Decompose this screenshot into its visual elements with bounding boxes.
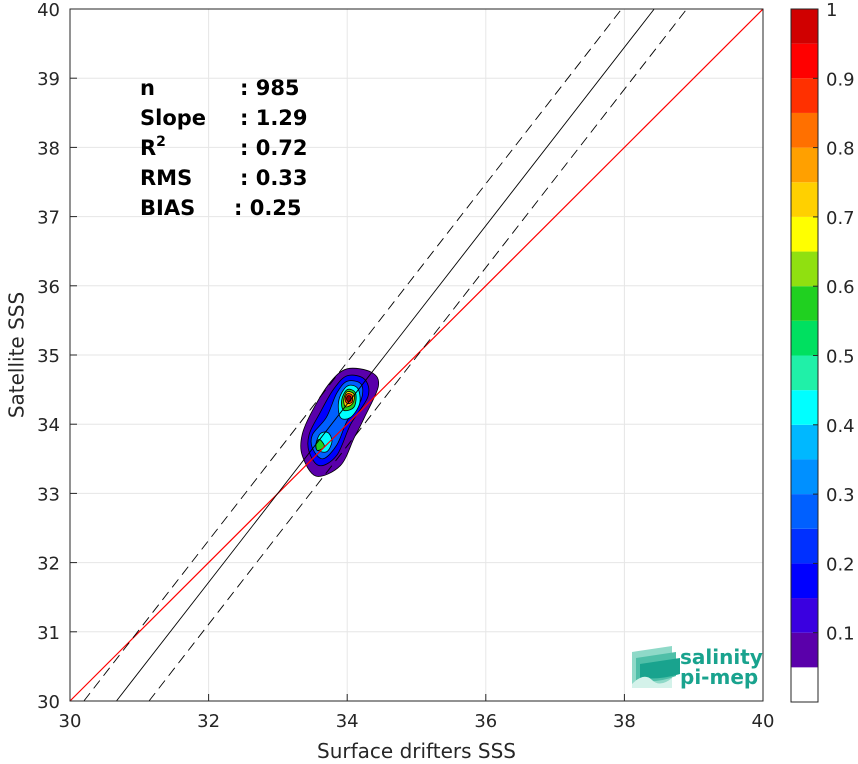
- colorbar-tick-label: 0.3: [826, 485, 855, 506]
- y-tick-label: 33: [37, 484, 60, 505]
- y-tick-label: 39: [37, 69, 60, 90]
- density-contours: [300, 367, 380, 477]
- stat-label: RMS: [140, 166, 192, 190]
- colorbar-segment: [791, 112, 818, 148]
- colorbar-segment: [791, 216, 818, 252]
- reference-line-fit-lower: [148, 8, 688, 702]
- stat-value: : 0.33: [240, 166, 308, 190]
- colorbar-segment: [791, 286, 818, 321]
- stat-label: BIAS: [140, 196, 195, 220]
- colorbar-segment: [791, 563, 818, 599]
- colorbar-segment: [791, 598, 818, 633]
- stat-label: Slope: [140, 106, 206, 130]
- colorbar-tick-label: 0.1: [826, 624, 855, 645]
- y-axis-label: Satellite SSS: [5, 292, 29, 418]
- y-axis-ticks: 30 31 32 33 34 35 36 37 38 39 40: [37, 0, 77, 713]
- stat-label: n: [140, 76, 155, 100]
- x-axis-label: Surface drifters SSS: [317, 739, 516, 763]
- reference-lines: [69, 8, 764, 702]
- y-tick-label: 32: [37, 554, 60, 575]
- colorbar-segment: [791, 528, 818, 564]
- x-axis-ticks: 30 32 34 36 38 40: [59, 694, 775, 732]
- stat-label-superscript: 2: [156, 134, 166, 150]
- y-tick-label: 38: [37, 138, 60, 159]
- colorbar-segment: [791, 251, 818, 287]
- reference-line-1:1: [69, 8, 764, 702]
- stat-value: : 0.72: [240, 136, 308, 160]
- stat-label: R2: [140, 134, 166, 160]
- colorbar-segment: [791, 494, 818, 529]
- stat-value: : 1.29: [240, 106, 308, 130]
- logo-waves-icon: [632, 646, 680, 688]
- colorbar-segment: [791, 459, 818, 495]
- colorbar: 0.1 0.2 0.3 0.4 0.5 0.6 0.7 0.8 0.9 1: [790, 0, 855, 703]
- colorbar-tick-label: 0.2: [826, 554, 855, 575]
- colorbar-segment: [791, 78, 818, 113]
- y-tick-label: 37: [37, 208, 60, 229]
- x-tick-label: 30: [59, 711, 82, 732]
- x-tick-label: 36: [474, 711, 497, 732]
- colorbar-tick-label: 0.4: [826, 416, 855, 437]
- colorbar-tick-label: 0.8: [826, 139, 855, 160]
- stat-value: : 985: [240, 76, 300, 100]
- logo-line-2: pi-mep: [680, 665, 758, 689]
- colorbar-segment: [791, 632, 818, 668]
- reference-line-fit: [116, 8, 655, 702]
- reference-line-fit-upper: [83, 8, 622, 702]
- colorbar-segment: [791, 182, 818, 217]
- colorbar-tick-label: 1: [826, 0, 837, 21]
- colorbar-segment: [791, 147, 818, 183]
- salinity-pi-mep-logo: salinity pi-mep: [632, 645, 763, 689]
- colorbar-segment: [791, 667, 818, 702]
- y-tick-label: 36: [37, 277, 60, 298]
- colorbar-tick-label: 0.9: [826, 69, 855, 90]
- colorbar-segment: [791, 320, 818, 356]
- colorbar-tick-label: 0.7: [826, 208, 855, 229]
- logo-line-1: salinity: [680, 645, 763, 669]
- x-tick-label: 38: [613, 711, 636, 732]
- colorbar-segment: [791, 390, 818, 425]
- colorbar-tick-label: 0.6: [826, 277, 855, 298]
- y-tick-label: 30: [37, 692, 60, 713]
- y-tick-label: 35: [37, 346, 60, 367]
- x-tick-label: 34: [336, 711, 359, 732]
- colorbar-tick-label: 0.5: [826, 347, 855, 368]
- colorbar-segment: [791, 43, 818, 79]
- colorbar-segment: [791, 355, 818, 391]
- x-tick-label: 32: [197, 711, 220, 732]
- y-tick-label: 31: [37, 623, 60, 644]
- statistics-box: n : 985 Slope : 1.29 R2 : 0.72 RMS : 0.33 BIAS : …: [140, 76, 308, 220]
- colorbar-segment: [791, 424, 818, 460]
- y-tick-label: 34: [37, 415, 60, 436]
- colorbar-segment: [791, 9, 818, 44]
- y-tick-label: 40: [37, 0, 60, 21]
- stat-value: : 0.25: [234, 196, 302, 220]
- x-tick-label: 40: [752, 711, 775, 732]
